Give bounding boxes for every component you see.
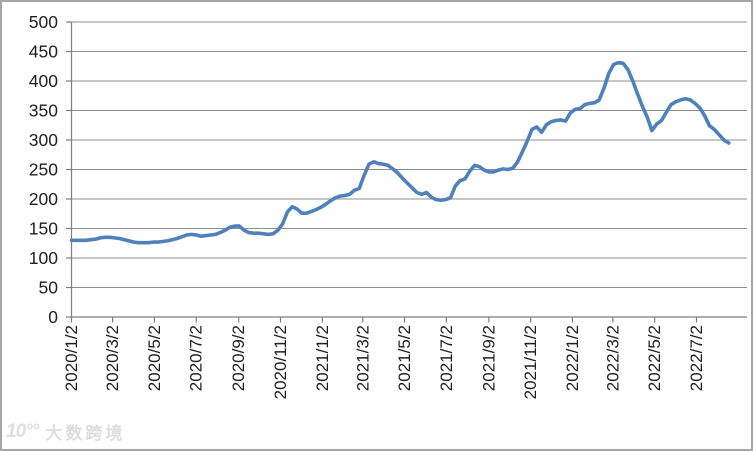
x-tick-label: 2021/11/2 bbox=[521, 325, 540, 399]
x-tick-label: 2021/7/2 bbox=[437, 325, 456, 391]
y-tick-label: 50 bbox=[39, 278, 59, 298]
x-tick-label: 2020/5/2 bbox=[145, 325, 164, 391]
x-tick-label: 2020/3/2 bbox=[103, 325, 122, 391]
y-tick-label: 350 bbox=[29, 101, 58, 121]
y-tick-label: 200 bbox=[29, 189, 58, 209]
y-tick-label: 400 bbox=[29, 71, 58, 91]
y-tick-label: 100 bbox=[29, 248, 58, 268]
y-tick-label: 150 bbox=[29, 219, 58, 239]
x-tick-label: 2020/1/2 bbox=[62, 325, 81, 391]
x-tick-label: 2020/7/2 bbox=[187, 325, 206, 391]
x-tick-label: 2020/9/2 bbox=[229, 325, 248, 391]
x-tick-label: 2022/7/2 bbox=[687, 325, 706, 391]
x-tick-label: 2021/1/2 bbox=[313, 325, 332, 391]
x-tick-label: 2022/3/2 bbox=[603, 325, 622, 391]
y-tick-label: 300 bbox=[29, 130, 58, 150]
y-tick-label: 0 bbox=[48, 307, 58, 327]
x-tick-label: 2021/9/2 bbox=[479, 325, 498, 391]
x-tick-label: 2020/11/2 bbox=[271, 325, 290, 399]
y-tick-label: 250 bbox=[29, 160, 58, 180]
y-tick-label: 450 bbox=[29, 42, 58, 62]
y-tick-label: 500 bbox=[29, 12, 58, 32]
x-tick-label: 2021/5/2 bbox=[395, 325, 414, 391]
data-series-line bbox=[69, 60, 731, 245]
x-tick-label: 2021/3/2 bbox=[353, 325, 372, 391]
x-tick-label: 2022/1/2 bbox=[563, 325, 582, 391]
x-tick-label: 2022/5/2 bbox=[645, 325, 664, 391]
